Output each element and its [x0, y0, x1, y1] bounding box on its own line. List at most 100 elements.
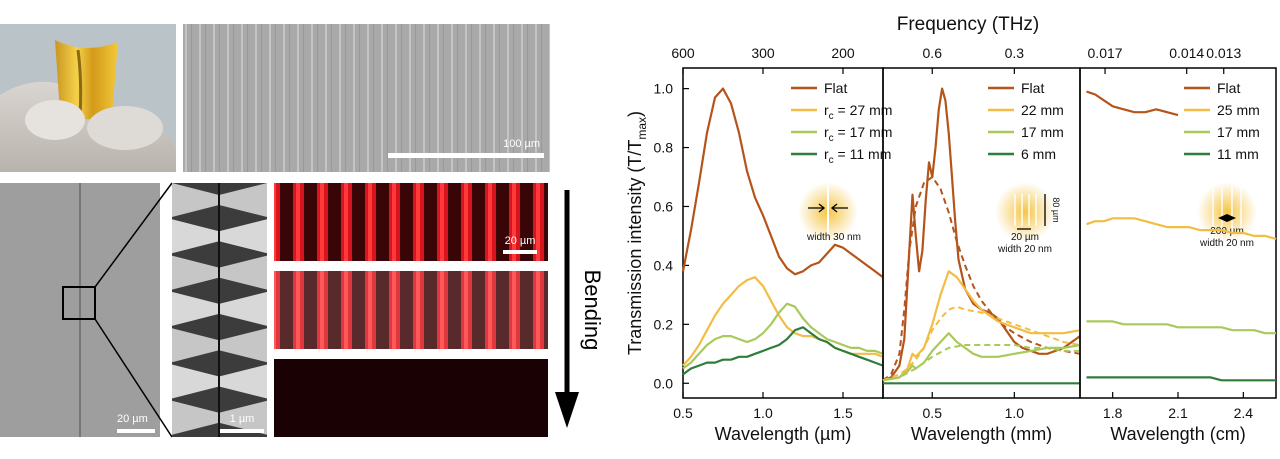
- legend-label: rc = 11 mm: [824, 146, 891, 166]
- sem-top-panel: 100 µm: [183, 24, 550, 172]
- top-tick-label: 0.6: [923, 45, 943, 61]
- legend-name: 6 mm: [1021, 146, 1056, 162]
- gold-film-icon: [55, 40, 118, 120]
- legend-sub: c: [829, 111, 834, 122]
- zoom-line: [94, 318, 173, 438]
- legend-entry: Flat: [791, 80, 847, 96]
- legend-entry: 6 mm: [988, 146, 1056, 162]
- zoom-box: [62, 286, 96, 320]
- x-axis-label: Wavelength (µm): [715, 424, 852, 444]
- legend-suffix: = 17 mm: [834, 124, 893, 140]
- x-tick-label: 0.5: [673, 405, 693, 421]
- legend-label: Flat: [1021, 80, 1044, 96]
- y-tick-label: 0.6: [654, 198, 674, 214]
- scale-label: 100 µm: [503, 138, 540, 150]
- fluorescence-dark: [274, 359, 548, 437]
- legend-label: 17 mm: [1217, 124, 1260, 140]
- scale-label: 1 µm: [230, 413, 255, 425]
- series-line-flat: [681, 87, 884, 279]
- series-line-rc-17-mm: [682, 302, 884, 370]
- inset-label: width 20 nm: [997, 244, 1052, 255]
- gap-arrow-icon: [1218, 214, 1236, 222]
- scale-label: 20 µm: [505, 235, 536, 247]
- series-line-rc-27-mm: [682, 276, 884, 367]
- fluorescence-bent: [274, 271, 548, 349]
- arrow-right-icon: [808, 203, 826, 213]
- legend-entry: 17 mm: [1184, 124, 1260, 140]
- legend-name: Flat: [1021, 80, 1044, 96]
- legend-label: 11 mm: [1217, 146, 1259, 162]
- legend-name: r: [824, 146, 829, 162]
- x-tick-label: 1.8: [1103, 405, 1123, 421]
- legend-name: 25 mm: [1217, 102, 1260, 118]
- scale-label: 20 µm: [117, 413, 148, 425]
- legend-label: 17 mm: [1021, 124, 1064, 140]
- scale-bar: [117, 429, 155, 433]
- top-tick-label: 600: [671, 45, 695, 61]
- series-line-22-mm-sim-: [882, 305, 1081, 382]
- inset-schematic-icon: width 30 nm: [798, 182, 861, 243]
- arrow-left-icon: [830, 203, 848, 213]
- x-tick-label: 2.4: [1234, 405, 1254, 421]
- legend-name: r: [824, 124, 829, 140]
- y-tick-label: 0.8: [654, 140, 674, 156]
- y-tick-label: 1.0: [654, 81, 674, 97]
- transmission-charts: 0.5 1.0 1.5 600 300 200 Wavelength (µm) 0.0 0.2 0…: [625, 14, 1277, 444]
- bending-arrow-icon: [555, 392, 579, 428]
- legend-entry: Flat: [988, 80, 1044, 96]
- legend-name: 17 mm: [1217, 124, 1260, 140]
- fluorescence-flat: [274, 183, 548, 261]
- legend-label: rc = 27 mm: [824, 102, 892, 122]
- top-axis-label: Frequency (THz): [897, 14, 1040, 35]
- inset-glow: [995, 182, 1055, 242]
- series-line-flat: [882, 87, 1081, 382]
- inset-height-label: 80 µm: [1051, 197, 1061, 222]
- series-line-17-mm: [882, 332, 1081, 382]
- chart-panel-2: 0.5 1.0 0.6 0.3 Wavelength (mm) 80 µm 20 µmwid…: [882, 45, 1081, 444]
- photo-panel: [0, 24, 176, 172]
- legend-entry: Flat: [1184, 80, 1240, 96]
- zoom-line: [94, 182, 173, 288]
- legend-suffix: = 27 mm: [834, 102, 893, 118]
- chart-panel-1: 0.5 1.0 1.5 600 300 200 Wavelength (µm) 0.0 0.2 0…: [625, 14, 1039, 444]
- legend-suffix: = 11 mm: [834, 146, 892, 162]
- series-line-11-mm: [1086, 376, 1276, 382]
- x-tick-label: 1.0: [1005, 405, 1025, 421]
- legend-label: Flat: [824, 80, 847, 96]
- y-axis-label-sub: max: [635, 117, 649, 140]
- scale-bar: [220, 429, 264, 433]
- y-tick-label: 0.2: [654, 316, 674, 332]
- top-tick-label: 0.3: [1005, 45, 1025, 61]
- series-line-17-mm: [1086, 320, 1276, 335]
- legend-name: 17 mm: [1021, 124, 1064, 140]
- series-line-flat-sim-: [882, 176, 1081, 382]
- y-axis-label-main: Transmission intensity (T/T: [625, 140, 645, 355]
- legend-entry: 22 mm: [988, 102, 1064, 118]
- y-tick-label: 0.0: [654, 375, 674, 391]
- fluorescence-panel: 20 µm: [274, 183, 548, 437]
- top-tick-label: 200: [831, 45, 855, 61]
- legend-entry: 25 mm: [1184, 102, 1260, 118]
- sem-top-image: [183, 24, 550, 172]
- x-axis-label: Wavelength (cm): [1110, 424, 1245, 444]
- series-line-flat: [1086, 90, 1179, 117]
- top-tick-label: 0.013: [1206, 45, 1241, 61]
- chart-panel-3: 1.8 2.1 2.4 0.017 0.014 0.013 Wavelength (cm) 2…: [1079, 45, 1277, 444]
- legend-name: Flat: [824, 80, 847, 96]
- series-line-25-mm: [1086, 217, 1277, 240]
- legend-entry: rc = 27 mm: [791, 102, 892, 122]
- legend-name: 11 mm: [1217, 146, 1259, 162]
- inset-glow: [1197, 182, 1257, 242]
- legend-label: rc = 17 mm: [824, 124, 892, 144]
- x-tick-label: 1.5: [833, 405, 853, 421]
- legend-entry: rc = 17 mm: [791, 124, 892, 144]
- bending-indicator: Bending: [555, 190, 605, 428]
- x-tick-label: 1.0: [753, 405, 773, 421]
- x-tick-label: 0.5: [923, 405, 943, 421]
- legend-name: Flat: [1217, 80, 1240, 96]
- y-tick-label: 0.4: [654, 257, 674, 273]
- series-line-17-mm-sim-: [882, 344, 1080, 382]
- series-line-rc-11-mm: [682, 326, 884, 376]
